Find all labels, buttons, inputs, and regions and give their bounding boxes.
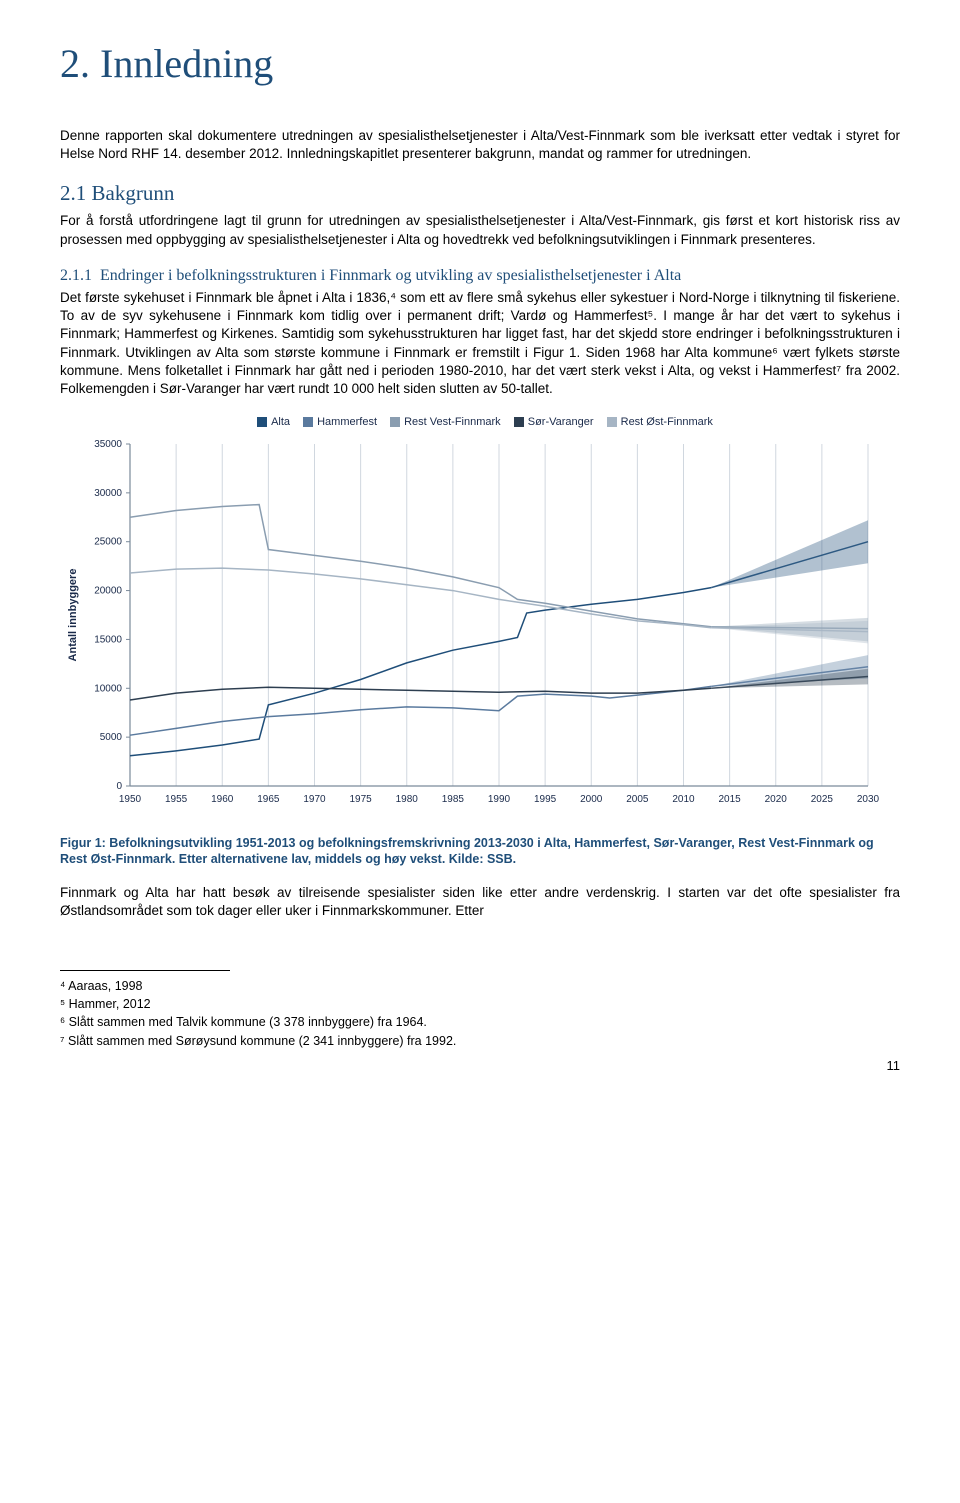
svg-text:0: 0 [116,781,122,792]
svg-text:30000: 30000 [94,488,122,499]
svg-text:2020: 2020 [765,794,788,805]
legend-label: Hammerfest [317,416,377,428]
legend-label: Sør-Varanger [528,416,594,428]
svg-text:1980: 1980 [396,794,419,805]
legend-swatch-hammerfest [303,417,313,427]
svg-text:1970: 1970 [303,794,326,805]
section-title: 2. Innledning [60,40,900,87]
legend-swatch-restvest [390,417,400,427]
paragraph-2-1-1: Det første sykehuset i Finnmark ble åpne… [60,289,900,398]
svg-text:1975: 1975 [350,794,373,805]
subheading-2-1-1: 2.1.1 Endringer i befolkningsstrukturen … [60,267,900,285]
svg-text:1960: 1960 [211,794,234,805]
svg-text:2030: 2030 [857,794,880,805]
figure-caption: Figur 1: Befolkningsutvikling 1951-2013 … [60,835,900,868]
svg-text:2005: 2005 [626,794,649,805]
legend-label: Alta [271,416,290,428]
svg-text:2025: 2025 [811,794,834,805]
chart-legend: Alta Hammerfest Rest Vest-Finnmark Sør-V… [60,416,900,428]
footnote-7: ⁷ Slått sammen med Sørøysund kommune (2 … [60,1032,900,1050]
svg-text:2000: 2000 [580,794,603,805]
paragraph-2-1: For å forstå utfordringene lagt til grun… [60,212,900,248]
legend-swatch-alta [257,417,267,427]
svg-text:35000: 35000 [94,439,122,450]
subheading-2-1: 2.1 Bakgrunn [60,181,900,206]
svg-text:25000: 25000 [94,537,122,548]
svg-text:1985: 1985 [442,794,465,805]
svg-text:1995: 1995 [534,794,557,805]
legend-swatch-sorvaranger [514,417,524,427]
legend-swatch-restost [607,417,617,427]
population-chart: Alta Hammerfest Rest Vest-Finnmark Sør-V… [60,416,900,821]
intro-paragraph: Denne rapporten skal dokumentere utredni… [60,127,900,163]
legend-label: Rest Øst-Finnmark [621,416,713,428]
footnote-separator [60,970,230,971]
svg-text:1990: 1990 [488,794,511,805]
footnote-4: ⁴ Aaraas, 1998 [60,977,900,995]
footnote-5: ⁵ Hammer, 2012 [60,995,900,1013]
svg-text:2015: 2015 [719,794,742,805]
post-figure-paragraph: Finnmark og Alta har hatt besøk av tilre… [60,884,900,920]
svg-text:1965: 1965 [257,794,280,805]
subheading-num: 2.1.1 [60,267,92,284]
footnotes: ⁴ Aaraas, 1998 ⁵ Hammer, 2012 ⁶ Slått sa… [60,970,900,1050]
svg-text:15000: 15000 [94,635,122,646]
subheading-text: Endringer i befolkningsstrukturen i Finn… [100,267,681,284]
svg-text:20000: 20000 [94,586,122,597]
chart-svg: 1950 1955 1960 1965 1970 1975 1980 1985 1990 1995… [60,436,880,816]
svg-text:1955: 1955 [165,794,188,805]
page-number: 11 [60,1058,900,1073]
footnote-6: ⁶ Slått sammen med Talvik kommune (3 378… [60,1013,900,1031]
svg-text:1950: 1950 [119,794,142,805]
svg-text:2010: 2010 [672,794,695,805]
legend-label: Rest Vest-Finnmark [404,416,501,428]
svg-text:Antall innbyggere: Antall innbyggere [67,569,79,662]
svg-text:10000: 10000 [94,683,122,694]
svg-text:5000: 5000 [100,732,123,743]
